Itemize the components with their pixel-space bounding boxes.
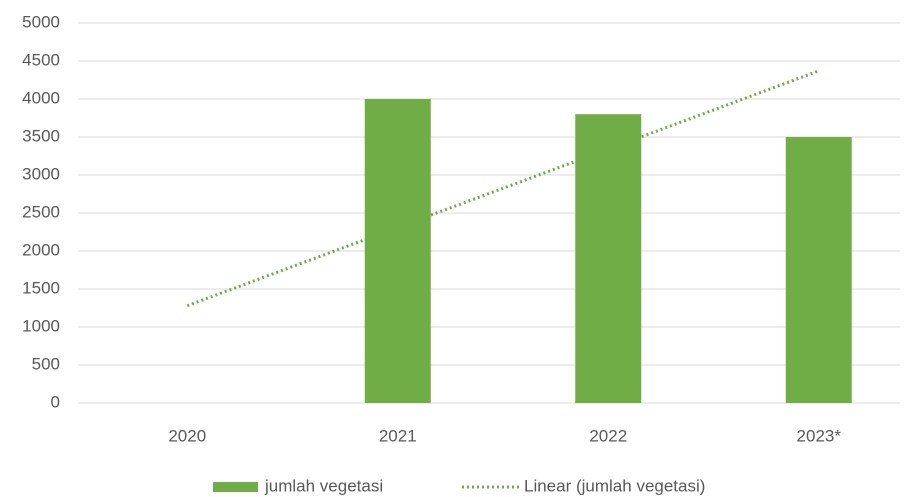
y-tick-label: 5000 <box>22 12 60 31</box>
y-tick-label: 0 <box>51 392 60 411</box>
y-tick-label: 1000 <box>22 316 60 335</box>
y-tick-label: 2000 <box>22 240 60 259</box>
legend-label: Linear (jumlah vegetasi) <box>524 476 705 495</box>
y-tick-label: 2500 <box>22 202 60 221</box>
trendline <box>186 69 820 308</box>
y-tick-label: 4000 <box>22 88 60 107</box>
x-tick-label: 2020 <box>168 426 206 445</box>
y-tick-label: 3000 <box>22 164 60 183</box>
bar <box>364 99 431 403</box>
bar <box>575 114 642 403</box>
y-tick-label: 500 <box>32 354 60 373</box>
y-tick-label: 4500 <box>22 50 60 69</box>
legend-label: jumlah vegetasi <box>264 476 383 495</box>
x-tick-label: 2023* <box>797 426 842 445</box>
y-tick-label: 1500 <box>22 278 60 297</box>
y-tick-label: 3500 <box>22 126 60 145</box>
bar <box>785 137 852 403</box>
legend-swatch <box>213 482 258 492</box>
x-tick-label: 2022 <box>589 426 627 445</box>
x-tick-label: 2021 <box>379 426 417 445</box>
